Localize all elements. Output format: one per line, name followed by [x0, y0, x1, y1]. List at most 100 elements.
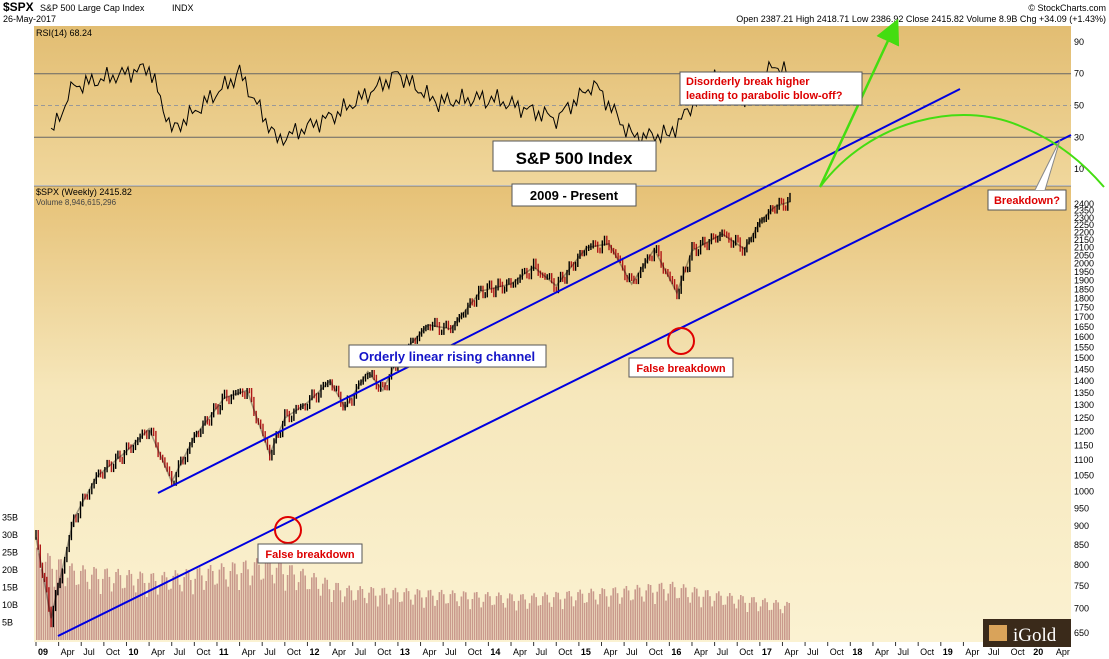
volume-bar [647, 584, 650, 640]
volume-bar [264, 563, 267, 640]
volume-bar [469, 609, 471, 640]
volume-bar [770, 609, 773, 640]
volume-bar [104, 569, 106, 640]
volume-bar [678, 597, 680, 640]
price-tick-label: 1150 [1074, 441, 1093, 451]
volume-bar [722, 604, 724, 640]
volume-bar [436, 600, 438, 640]
x-tick-label: 12 [309, 647, 319, 657]
volume-bar [731, 595, 733, 640]
price-tick-label: 1850 [1074, 284, 1094, 294]
credit-label: © StockCharts.com [1028, 3, 1106, 13]
price-tick-label: 2050 [1074, 251, 1094, 261]
volume-bars [36, 547, 790, 640]
index-title: S&P 500 Index [516, 149, 633, 168]
x-tick-label: 10 [128, 647, 138, 657]
ohlc-readout: Open 2387.21 High 2418.71 Low 2386.92 Cl… [736, 14, 1106, 24]
volume-bar [621, 597, 623, 640]
x-tick-label: Jul [445, 647, 457, 657]
volume-bar [137, 578, 139, 640]
volume-bar [495, 596, 498, 640]
volume-bar [282, 574, 284, 640]
volume-bar [555, 591, 557, 640]
volume-bar [726, 596, 729, 640]
volume-bar [685, 587, 687, 640]
volume-bar [113, 583, 115, 640]
volume-bar [152, 573, 155, 640]
x-tick-label: Oct [739, 647, 754, 657]
volume-bar [278, 559, 280, 640]
volume-bar [597, 604, 599, 640]
volume-bar [209, 565, 212, 640]
x-tick-label: Jul [717, 647, 729, 657]
volume-bar [220, 563, 223, 640]
volume-bar [381, 588, 383, 640]
volume-bar [132, 585, 135, 640]
volume-bar [737, 599, 740, 640]
price-tick-label: 800 [1074, 560, 1089, 570]
channel-upper-line [157, 88, 961, 494]
channel-label: Orderly linear rising channel [359, 349, 535, 364]
logo-text: iGold [1013, 625, 1057, 646]
price-tick-label: 650 [1074, 628, 1089, 638]
volume-bar [764, 598, 766, 640]
volume-bar [306, 589, 309, 640]
x-tick-label: Jul [807, 647, 819, 657]
volume-tick-label: 15B [2, 583, 18, 593]
volume-bar [434, 605, 436, 640]
volume-bar [346, 588, 348, 640]
volume-bar [724, 604, 727, 640]
volume-bar [198, 567, 201, 640]
volume-bar [187, 570, 190, 640]
volume-bar [330, 602, 333, 640]
price-tick-label: 1400 [1074, 376, 1094, 386]
volume-bar [645, 590, 647, 640]
volume-bar [729, 593, 731, 640]
volume-bar [223, 567, 225, 640]
volume-bar [579, 589, 581, 640]
volume-bar [544, 592, 546, 640]
volume-bar [718, 591, 720, 640]
volume-bar [594, 599, 597, 640]
volume-bar [788, 603, 790, 640]
volume-bar [102, 578, 104, 640]
volume-bar [49, 555, 51, 640]
volume-bar [454, 593, 456, 640]
price-tick-label: 1650 [1074, 322, 1094, 332]
false-breakdown-label-1-box: False breakdown [257, 543, 363, 564]
symbol-label: $SPX [3, 0, 34, 14]
volume-bar [445, 603, 447, 640]
volume-bar [42, 578, 45, 640]
volume-bar [192, 594, 194, 640]
parabola-curve [819, 114, 1105, 188]
volume-bar [372, 588, 375, 640]
volume-bar [64, 586, 67, 640]
volume-bar [194, 578, 196, 640]
volume-bar [471, 599, 474, 640]
volume-bar [619, 603, 621, 640]
x-tick-label: Jul [83, 647, 95, 657]
volume-bar [231, 562, 234, 640]
volume-bar [159, 586, 161, 640]
volume-bar [315, 577, 317, 640]
volume-bar [344, 596, 346, 640]
x-tick-label: Apr [151, 647, 165, 657]
volume-bar [53, 586, 56, 640]
volume-bar [207, 568, 210, 640]
volume-bar [313, 573, 315, 640]
x-tick-label: Apr [61, 647, 75, 657]
false-breakdown-label-1: False breakdown [265, 549, 355, 561]
volume-bar [335, 582, 337, 640]
price-panel: 6507007508008509009501000105011001150120… [2, 185, 1094, 657]
volume-bar [744, 602, 746, 640]
volume-bar [742, 596, 744, 640]
price-tick-label: 2100 [1074, 243, 1094, 253]
x-tick-label: Apr [1056, 647, 1070, 657]
volume-bar [689, 602, 691, 640]
volume-bar [755, 602, 757, 640]
price-tick-label: 2150 [1074, 235, 1094, 245]
volume-bar [249, 585, 251, 640]
volume-bar [663, 589, 665, 640]
volume-bar [751, 597, 753, 640]
volume-bar [388, 604, 390, 640]
